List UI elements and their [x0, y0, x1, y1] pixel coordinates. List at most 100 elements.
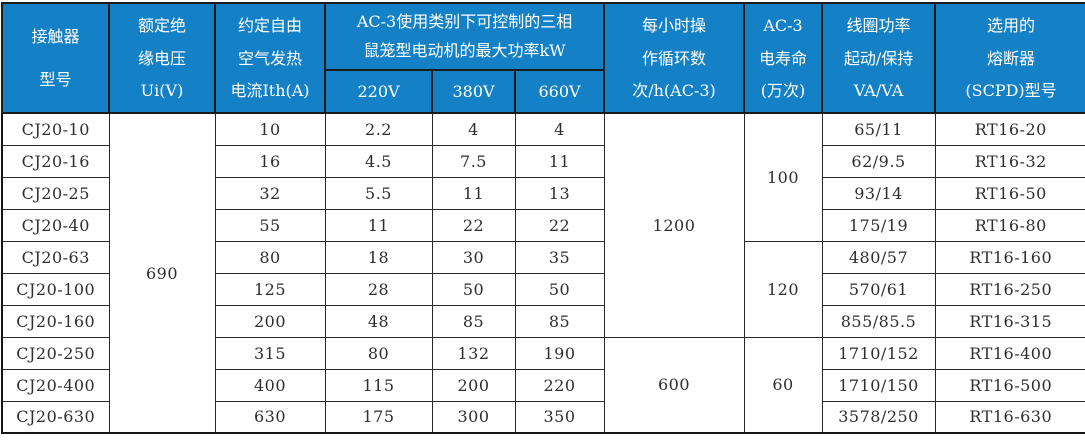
model-cell: CJ20-630: [1, 400, 110, 434]
cycles-cell: 1200: [603, 112, 745, 338]
header-model: 接触器 型号: [1, 2, 110, 114]
table-row: CJ20-10 690 10 2.2 4 4 1200 100 65/11 RT…: [1, 112, 1085, 434]
power-660v-cell: 35: [514, 240, 605, 274]
power-660v-cell: 50: [514, 272, 605, 306]
fuse-cell: RT16-32: [934, 144, 1085, 178]
power-380v-cell: 200: [431, 368, 516, 402]
header-text-line: 约定自由: [237, 16, 302, 36]
model-cell: CJ20-160: [1, 304, 110, 338]
table-row: CJ20-250 315 80 132 190 600 60 1710/152 …: [1, 336, 1085, 434]
power-220v-cell: 18: [324, 240, 433, 274]
coil-power-cell: 175/19: [821, 208, 936, 242]
power-220v-cell: 4.5: [324, 144, 433, 178]
header-text-line: 每小时操: [642, 16, 707, 36]
power-220v-cell: 2.2: [324, 112, 433, 146]
model-cell: CJ20-400: [1, 368, 110, 402]
header-text-line: 空气发热: [237, 48, 302, 68]
header-text-line: (万次): [760, 80, 806, 100]
header-text-line: 线圈功率: [846, 16, 911, 36]
power-220v-cell: 5.5: [324, 176, 433, 210]
header-text-line: 鼠笼型电动机的最大功率kW: [363, 41, 566, 61]
table-row: CJ20-40 55 11 22 22 175/19 RT16-80: [1, 208, 1085, 242]
table-row: CJ20-160 200 48 85 85 855/85.5 RT16-315: [1, 304, 1085, 338]
power-380v-cell: 50: [431, 272, 516, 306]
power-380v-cell: 7.5: [431, 144, 516, 178]
model-cell: CJ20-250: [1, 336, 110, 370]
thermal-current-cell: 32: [214, 176, 326, 210]
coil-power-cell: 570/61: [821, 272, 936, 306]
header-220v: 220V: [324, 69, 433, 114]
header-coil-power: 线圈功率 起动/保持 VA/VA: [821, 2, 937, 114]
header-text-line: 起动/保持: [843, 48, 914, 68]
power-380v-cell: 30: [431, 240, 516, 274]
coil-power-cell: 480/57: [821, 240, 936, 274]
header-thermal-current: 约定自由 空气发热 电流Ith(A): [214, 2, 326, 114]
coil-power-cell: 1710/150: [821, 368, 936, 402]
thermal-current-cell: 55: [214, 208, 326, 242]
power-660v-cell: 4: [514, 112, 605, 146]
header-660v: 660V: [513, 69, 606, 114]
header-text-line: 次/h(AC-3): [632, 80, 716, 100]
header-text-line: 选用的: [987, 16, 1036, 36]
fuse-cell: RT16-400: [934, 336, 1085, 370]
table-row: CJ20-630 630 175 300 350 3578/250 RT16-6…: [1, 400, 1085, 434]
header-text-line: 接触器: [31, 27, 80, 46]
life-cell: 60: [743, 336, 823, 434]
fuse-cell: RT16-630: [934, 400, 1085, 434]
header-text-line: VA/VA: [853, 80, 904, 100]
power-660v-cell: 22: [514, 208, 605, 242]
power-220v-cell: 28: [324, 272, 433, 306]
header-text-line: 熔断器: [987, 48, 1036, 68]
fuse-cell: RT16-20: [934, 112, 1085, 146]
fuse-cell: RT16-250: [934, 272, 1085, 306]
coil-power-cell: 855/85.5: [821, 304, 936, 338]
header-text-line: 型号: [39, 70, 72, 89]
table-body: CJ20-10 690 10 2.2 4 4 1200 100 65/11 RT…: [1, 112, 1085, 434]
cycles-cell: 600: [603, 336, 745, 434]
coil-power-cell: 93/14: [821, 176, 936, 210]
header-text-line: Ui(V): [140, 80, 184, 100]
table-row: CJ20-400 400 115 200 220 1710/150 RT16-5…: [1, 368, 1085, 402]
power-220v-cell: 11: [324, 208, 433, 242]
thermal-current-cell: 10: [214, 112, 326, 146]
fuse-cell: RT16-50: [934, 176, 1085, 210]
power-380v-cell: 11: [431, 176, 516, 210]
life-cell: 120: [743, 240, 823, 338]
thermal-current-cell: 80: [214, 240, 326, 274]
insulation-voltage-cell: 690: [108, 112, 216, 434]
power-660v-cell: 11: [514, 144, 605, 178]
coil-power-cell: 65/11: [821, 112, 936, 146]
header-text-line: 电流Ith(A): [230, 80, 310, 100]
header-max-power-group: AC-3使用类别下可控制的三相 鼠笼型电动机的最大功率kW: [323, 1, 606, 72]
model-cell: CJ20-10: [1, 112, 110, 146]
thermal-current-cell: 400: [214, 368, 326, 402]
coil-power-cell: 62/9.5: [821, 144, 936, 178]
power-380v-cell: 300: [431, 400, 516, 434]
model-cell: CJ20-16: [1, 144, 110, 178]
thermal-current-cell: 200: [214, 304, 326, 338]
fuse-cell: RT16-500: [934, 368, 1085, 402]
fuse-cell: RT16-80: [934, 208, 1085, 242]
fuse-cell: RT16-315: [934, 304, 1085, 338]
power-380v-cell: 85: [431, 304, 516, 338]
thermal-current-cell: 125: [214, 272, 326, 306]
power-660v-cell: 350: [514, 400, 605, 434]
table-row: CJ20-16 16 4.5 7.5 11 62/9.5 RT16-32: [1, 144, 1085, 178]
header-text-line: (SCPD)型号: [965, 80, 1057, 100]
model-cell: CJ20-100: [1, 272, 110, 306]
thermal-current-cell: 16: [214, 144, 326, 178]
model-cell: CJ20-63: [1, 240, 110, 274]
power-220v-cell: 115: [324, 368, 433, 402]
table-row: CJ20-100 125 28 50 50 570/61 RT16-250: [1, 272, 1085, 306]
fuse-cell: RT16-160: [934, 240, 1085, 274]
power-660v-cell: 13: [514, 176, 605, 210]
coil-power-cell: 1710/152: [821, 336, 936, 370]
power-660v-cell: 220: [514, 368, 605, 402]
header-text-line: 作循环数: [642, 48, 707, 68]
table-header: 接触器 型号 额定绝 缘电压 Ui(V) 约定自由 空气发热 电流Ith(A): [1, 1, 1085, 114]
table-row: CJ20-25 32 5.5 11 13 93/14 RT16-50: [1, 176, 1085, 210]
power-380v-cell: 22: [431, 208, 516, 242]
power-380v-cell: 132: [431, 336, 516, 370]
